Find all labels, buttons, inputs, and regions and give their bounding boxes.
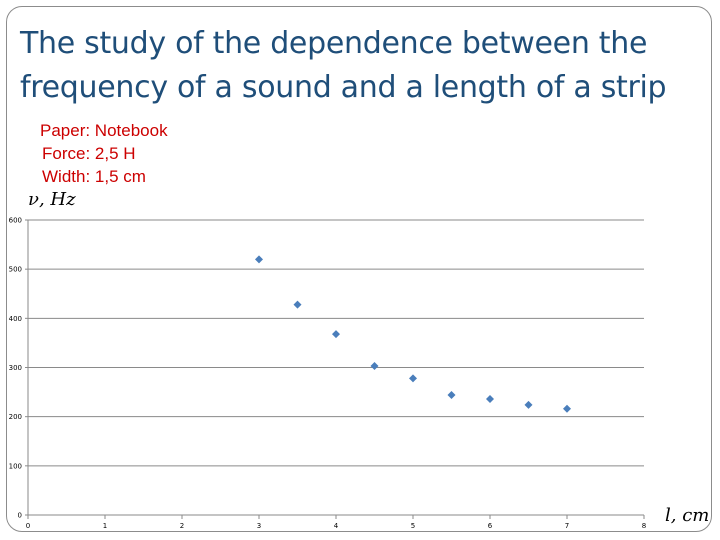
x-tick-label-1: 1 [103,522,107,530]
data-point-6 [447,391,456,400]
x-tick-label-3: 3 [257,522,261,530]
data-point-8 [524,400,533,409]
data-point-1 [255,255,263,264]
y-tick-label-600: 600 [9,217,22,225]
data-point-9 [563,404,571,413]
y-tick-label-400: 400 [9,315,22,323]
x-tick-label-4: 4 [334,522,339,530]
data-point-2 [293,300,302,309]
y-tick-label-200: 200 [9,413,22,421]
axes [25,219,645,519]
x-tick-label-6: 6 [488,522,493,530]
x-tick-labels: 0 1 2 3 4 5 6 7 8 [26,522,646,530]
y-tick-label-100: 100 [9,462,22,470]
y-tick-labels: 0 100 200 300 400 500 600 [9,217,22,520]
slide-title-line-1: The study of the dependence between the [20,26,648,61]
x-tick-label-7: 7 [565,522,569,530]
data-points [255,255,571,413]
y-tick-label-300: 300 [9,364,22,372]
x-tick-label-5: 5 [411,522,415,530]
experiment-parameters: Paper: Notebook Force: 2,5 H Width: 1,5 … [40,119,168,188]
slide-title-line-2: frequency of a sound and a length of a s… [20,70,667,105]
slide-title: The study of the dependence between the … [20,22,710,110]
x-axis-label: l, cm [665,505,709,526]
x-tick-label-8: 8 [642,522,646,530]
y-axis-label: ν, Hz [28,189,76,210]
data-point-4 [370,362,379,371]
param-width: Width: 1,5 cm [42,167,146,186]
param-force: Force: 2,5 H [42,144,136,163]
y-tick-label-500: 500 [9,266,22,274]
y-tick-label-0: 0 [18,512,22,520]
data-point-3 [332,330,340,339]
data-point-5 [409,374,417,383]
x-tick-label-2: 2 [180,522,184,530]
x-tick-label-0: 0 [26,522,30,530]
param-paper: Paper: Notebook [40,121,168,140]
gridlines [28,219,644,467]
data-point-7 [486,394,494,403]
